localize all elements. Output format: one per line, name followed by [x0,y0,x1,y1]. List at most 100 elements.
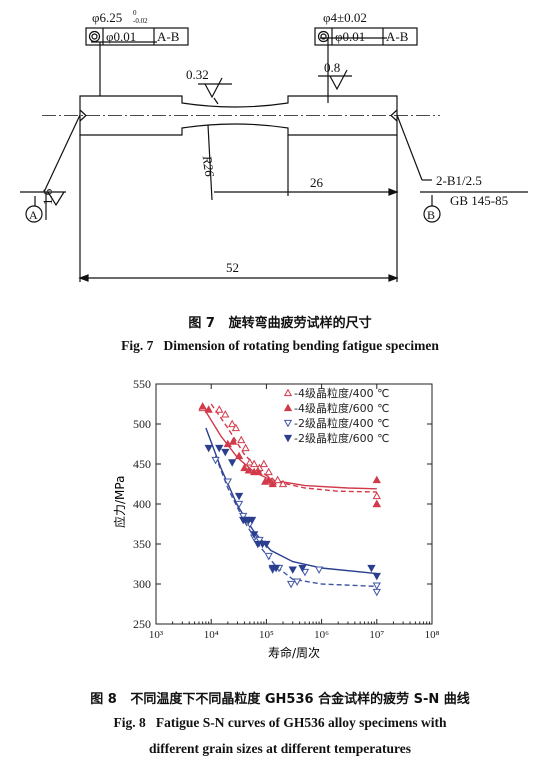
fig7-caption-cn-num: 图 7 [188,316,215,331]
fig8-caption-cn-text: 不同温度下不同晶粒度 GH536 合金试样的疲劳 S-N 曲线 [130,692,470,707]
fig7-caption-en: Fig. 7 Dimension of rotating bending fat… [0,338,560,354]
data-point [204,444,213,453]
legend-label: -2级晶粒度/400 ℃ [294,416,390,430]
dim-26: 26 [310,175,324,190]
legend-label: -4级晶粒度/600 ℃ [294,401,390,415]
data-point [245,458,254,466]
legend-label: -2级晶粒度/600 ℃ [294,431,390,445]
data-point [223,478,232,486]
data-point [286,580,296,589]
x-tick-label: 10⁸ [425,629,440,641]
data-point [237,435,246,444]
roughness-left: 0.32 [186,67,209,82]
data-point [372,582,381,590]
fig8-caption-en-2: different grain sizes at different tempe… [0,741,560,757]
dim-d-right: φ4±0.02 [323,10,367,25]
data-point [367,564,376,573]
data-point [244,466,253,474]
y-axis-label: 应力/MPa [112,476,127,528]
fig7-caption-en-text: Dimension of rotating bending fatigue sp… [163,338,439,353]
fig8-caption-cn-num: 图 8 [90,692,117,707]
datum-a-circle [25,205,43,223]
legend-marker [283,434,293,443]
dim-d-left-tol-sup: 0 [133,9,137,17]
tol-value-left: φ0.01 [106,29,136,44]
y-tick-label: 250 [133,617,151,631]
data-point [292,578,302,586]
data-point [271,564,281,573]
data-point [372,572,381,581]
y-tick-label: 550 [133,377,151,391]
tol-datum-right: A-B [386,29,409,44]
data-point [247,516,257,525]
data-point [234,500,244,509]
data-point [250,531,259,539]
dim-d-left-tol: -0.02 [133,17,148,25]
data-point [314,566,324,574]
data-point [215,405,224,413]
data-point [262,540,271,549]
data-point [240,463,249,472]
data-point [221,410,230,418]
data-point [372,491,381,500]
data-point [268,479,277,488]
data-point [259,459,269,468]
data-point [300,568,310,577]
tolerance-frame-right [314,27,418,46]
data-point [228,459,237,467]
center-hole-spec: 2-B1/2.5 [436,173,482,188]
datum-b-label: B [427,208,435,222]
data-point [215,444,224,453]
x-tick-label: 10⁵ [259,629,274,641]
data-point [204,405,213,413]
tol-value-right: φ0.01 [335,29,365,44]
chart-legend: -4级晶粒度/400 ℃-4级晶粒度/600 ℃-2级晶粒度/400 ℃-2级晶… [283,386,390,445]
y-tick-label: 400 [133,497,151,511]
data-point [264,467,273,476]
data-point [223,439,232,448]
data-point [273,475,282,484]
y-tick-label: 450 [133,457,151,471]
data-point [234,451,244,460]
chart-axes: 10³ 10⁴ 10⁵ 10⁶ 10⁷ 10⁸ 250 300 350 400 450 500 550 [133,377,440,641]
dim-1-6: 1.6 [40,188,55,205]
fig7-caption-cn: 图 7 旋转弯曲疲劳试样的尺寸 [0,312,560,331]
data-point [239,512,248,521]
legend-marker [283,403,293,412]
x-axis-label: 寿命/周次 [268,645,320,660]
sn-chart: 10³ 10⁴ 10⁵ 10⁶ 10⁷ 10⁸250300350400450500550 … [112,377,440,660]
data-point [198,402,207,410]
data-point [211,456,220,465]
x-tick-label: 10⁷ [369,629,384,641]
fig8-caption-en-1: Fig. 8 Fatigue S-N curves of GH536 alloy… [0,715,560,731]
roughness-right: 0.8 [324,60,340,75]
legend-label: -4级晶粒度/400 ℃ [294,386,390,400]
tol-datum-left: A-B [157,29,180,44]
specimen-drawing: φ6.25 0 -0.02 φ4±0.02 φ0.01 A-B φ0.01 A-… [20,9,528,282]
datum-a-label: A [29,208,38,222]
data-point [231,423,241,432]
data-point [228,419,237,428]
legend-marker [283,419,293,428]
fig8-caption-en-line2: different grain sizes at different tempe… [148,741,412,756]
data-point [372,475,381,484]
dim-d-left: φ6.25 [92,10,122,25]
data-point [372,499,381,508]
dim-radius: R26 [199,154,217,178]
data-points [198,402,381,597]
data-point [264,552,273,561]
specimen-outline [79,95,398,136]
data-point [255,536,264,545]
data-point [254,467,263,476]
x-tick-label: 10³ [149,629,164,641]
fig8-caption-cn: 图 8 不同温度下不同晶粒度 GH536 合金试样的疲劳 S-N 曲线 [0,688,560,707]
tolerance-frame-left [85,27,189,46]
standard-ref: GB 145-85 [450,193,508,208]
fit-curve [210,403,377,493]
data-point [372,588,381,597]
fig7-caption-cn-text: 旋转弯曲疲劳试样的尺寸 [228,316,372,331]
data-point [278,479,288,488]
data-point [234,492,244,501]
data-point [250,459,259,468]
y-tick-label: 300 [133,577,151,591]
